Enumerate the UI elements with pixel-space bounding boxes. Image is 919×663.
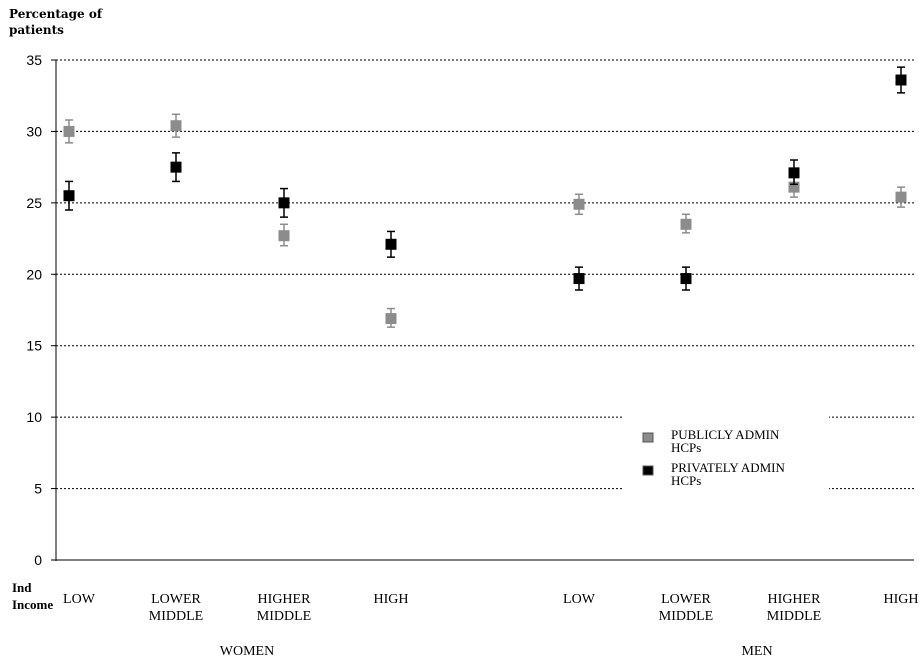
x-axis-label: Ind Income — [12, 580, 53, 612]
data-point — [680, 218, 692, 230]
data-point — [63, 190, 75, 202]
x-tick-label: HIGH — [884, 592, 919, 607]
legend-entry-label: HCPs — [671, 440, 701, 455]
x-axis-label-line: Income — [12, 597, 53, 612]
legend-background — [623, 412, 829, 512]
x-tick-label: HIGH — [374, 592, 409, 607]
legend-entry-label: HCPs — [671, 473, 701, 488]
data-point — [788, 181, 800, 193]
y-tick-label: 25 — [26, 195, 42, 211]
data-point — [573, 273, 585, 285]
data-point — [788, 167, 800, 179]
data-point — [385, 313, 397, 325]
x-tick-label: MIDDLE — [149, 609, 203, 624]
group-labels: WOMEN MEN — [220, 644, 773, 659]
y-tick-labels: 0 5 10 15 20 25 30 35 — [26, 52, 42, 568]
legend-swatch — [642, 465, 654, 476]
y-axis-label-line: patients — [9, 23, 64, 37]
x-tick-labels: LOW LOWER MIDDLE HIGHER MIDDLE HIGH LOW LOWER MI… — [63, 592, 918, 624]
data-point — [385, 238, 397, 250]
data-point — [170, 161, 182, 173]
group-label: MEN — [741, 644, 772, 659]
data-series — [63, 66, 907, 328]
data-point — [278, 230, 290, 242]
legend-entry-label: PRIVATELY ADMIN — [671, 460, 786, 475]
y-tick-label: 35 — [26, 52, 42, 68]
data-point — [278, 197, 290, 209]
x-tick-label: LOWER — [151, 592, 201, 607]
data-point — [680, 273, 692, 285]
x-axis-label-line: Ind — [12, 580, 32, 595]
data-point — [170, 120, 182, 132]
x-tick-label: MIDDLE — [659, 609, 713, 624]
y-axis-label-line: Percentage of — [9, 7, 103, 21]
x-tick-label: HIGHER — [258, 592, 312, 607]
gridlines — [56, 59, 914, 490]
x-tick-label: MIDDLE — [257, 609, 311, 624]
x-tick-label: LOWER — [661, 592, 711, 607]
x-tick-label: MIDDLE — [767, 609, 821, 624]
axes — [51, 59, 914, 561]
y-tick-label: 15 — [26, 338, 42, 354]
y-tick-label: 30 — [26, 123, 42, 139]
data-point — [63, 125, 75, 137]
data-point — [895, 191, 907, 203]
x-tick-label: LOW — [563, 592, 596, 607]
legend-entry-label: PUBLICLY ADMIN — [671, 427, 780, 442]
legend-swatch — [642, 432, 654, 443]
data-point — [573, 198, 585, 210]
y-tick-label: 0 — [34, 552, 42, 568]
x-tick-label: LOW — [63, 592, 96, 607]
y-axis-label: Percentage of patients — [9, 7, 103, 37]
y-tick-label: 10 — [26, 409, 42, 425]
y-tick-label: 20 — [26, 266, 42, 282]
y-tick-label: 5 — [34, 481, 42, 497]
group-label: WOMEN — [220, 644, 274, 659]
x-tick-label: HIGHER — [768, 592, 822, 607]
data-point — [895, 74, 907, 86]
